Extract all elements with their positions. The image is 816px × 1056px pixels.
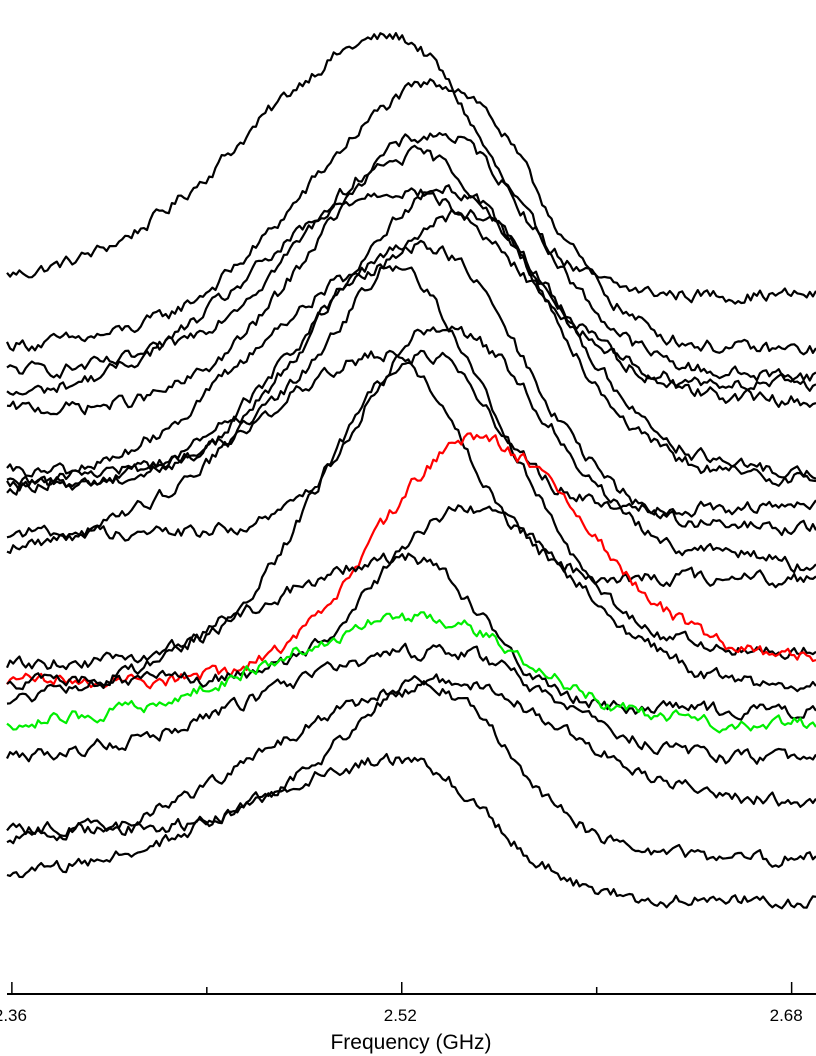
spectrum-trace-7 — [6, 208, 816, 480]
spectrum-trace-6 — [6, 184, 816, 492]
spectrum-trace-16 — [6, 611, 816, 734]
spectrum-trace-8 — [6, 239, 816, 537]
spectrum-trace-14 — [6, 504, 816, 693]
spectrum-trace-10 — [6, 325, 816, 574]
spectrum-trace-5 — [6, 187, 816, 408]
spectrum-trace-13 — [6, 432, 816, 690]
x-axis-ticks: 2.36 2.52 2.68 — [0, 982, 803, 1025]
spectrum-trace-17 — [6, 642, 816, 765]
spectrum-trace-12 — [5, 349, 816, 671]
spectrum-trace-19 — [6, 680, 816, 869]
x-tick-label-2: 2.52 — [384, 1006, 417, 1025]
spectra-traces — [5, 31, 816, 910]
x-axis: 2.36 2.52 2.68 — [0, 982, 816, 1025]
spectrum-trace-20 — [6, 752, 816, 910]
spectrum-trace-2 — [6, 78, 816, 356]
x-tick-label-1: 2.36 — [0, 1006, 27, 1025]
spectrum-trace-18 — [6, 673, 816, 838]
spectrum-trace-4 — [6, 144, 816, 416]
x-tick-label-3: 2.68 — [770, 1006, 803, 1025]
spectrum-trace-1 — [6, 31, 816, 305]
x-axis-title: Frequency (GHz) — [330, 1031, 491, 1054]
spectrum-trace-15 — [6, 552, 816, 721]
spectrum-trace-3 — [6, 131, 816, 383]
spectrum-trace-9 — [6, 263, 816, 518]
